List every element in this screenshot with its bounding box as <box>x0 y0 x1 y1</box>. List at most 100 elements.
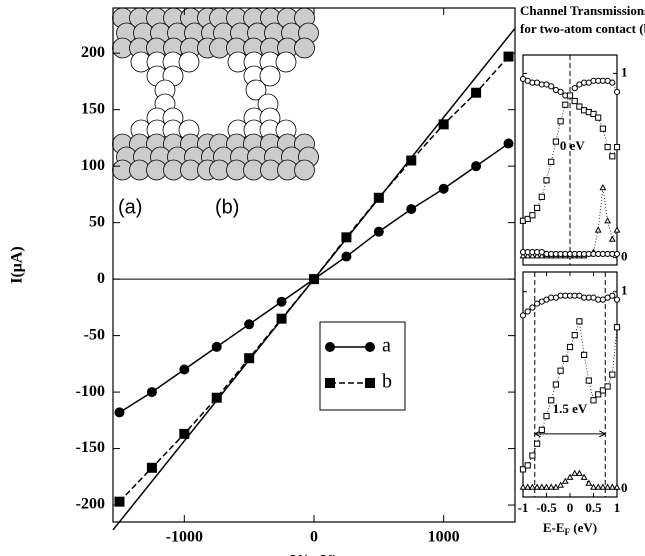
marker-square <box>543 412 550 420</box>
marker-square <box>438 119 449 130</box>
y-tick-label: 150 <box>81 100 105 117</box>
marker-triangle <box>594 226 602 233</box>
atom <box>259 65 281 87</box>
marker-triangle <box>575 469 583 476</box>
arrow-head <box>599 430 607 438</box>
x-label-sub: F <box>565 527 571 537</box>
marker-triangle <box>519 252 527 259</box>
marker-triangle <box>613 226 621 233</box>
marker-square <box>548 397 555 404</box>
y-tick-label: -150 <box>76 439 105 456</box>
marker-square <box>590 110 597 118</box>
atom <box>178 51 200 73</box>
marker-square <box>595 391 602 398</box>
marker-square <box>590 397 597 404</box>
marker-square <box>365 378 375 388</box>
marker-circle <box>548 83 555 90</box>
marker-square <box>599 387 606 394</box>
marker-circle <box>438 183 449 194</box>
marker-square <box>543 177 550 184</box>
marker-triangle <box>566 473 574 480</box>
marker-square <box>609 153 616 160</box>
y-tick-label: -200 <box>76 496 105 513</box>
x-tick-label: 0 <box>567 500 574 515</box>
y-tick-label: 0 <box>621 249 628 264</box>
x-label-main: E-E <box>543 520 565 535</box>
annotation: 0 eV <box>560 138 586 153</box>
marker-square <box>557 367 564 374</box>
x-tick-label: 1 <box>614 500 621 515</box>
marker-triangle <box>580 473 588 480</box>
y-tick-label: -50 <box>84 326 105 343</box>
marker-circle <box>613 250 621 258</box>
legend-box <box>319 321 406 411</box>
marker-square <box>562 355 569 362</box>
chart-subtitle: for two-atom contact (b) <box>520 21 645 36</box>
marker-circle <box>529 304 536 311</box>
marker-square <box>179 428 190 439</box>
marker-triangle <box>528 252 536 259</box>
marker-triangle <box>547 483 555 490</box>
marker-square <box>571 97 578 105</box>
y-tick-label: -100 <box>76 383 105 400</box>
x-axis-label: V(mV) <box>290 553 337 556</box>
legend-label: b <box>382 371 392 393</box>
marker-circle <box>613 296 621 303</box>
marker-square <box>244 353 255 364</box>
marker-triangle <box>533 252 541 259</box>
marker-triangle <box>552 483 560 490</box>
marker-triangle <box>608 235 616 242</box>
marker-circle <box>146 387 157 398</box>
marker-square <box>325 378 335 388</box>
marker-square <box>581 351 588 358</box>
marker-square <box>552 138 559 145</box>
atom <box>275 51 297 73</box>
marker-circle <box>211 341 222 352</box>
marker-circle <box>609 292 616 299</box>
marker-triangle <box>590 483 597 490</box>
y-tick-label: 1 <box>621 283 628 298</box>
x-tick-label: 0.5 <box>585 500 602 515</box>
marker-triangle <box>599 483 607 490</box>
atom <box>294 37 315 59</box>
marker-circle <box>557 88 564 95</box>
y-axis-label: I(μA) <box>9 246 26 284</box>
marker-square <box>557 118 564 125</box>
atom-cluster <box>209 7 319 181</box>
annotation: (b) <box>215 196 239 218</box>
annotation: 1.5 eV <box>553 401 588 416</box>
marker-square <box>604 383 611 390</box>
marker-square <box>211 392 222 403</box>
y-tick-label: 200 <box>81 44 105 61</box>
marker-circle <box>373 226 384 237</box>
x-tick-label: -1 <box>518 500 529 515</box>
marker-square <box>538 193 545 200</box>
marker-square <box>524 215 531 223</box>
marker-triangle <box>608 483 616 490</box>
marker-square <box>534 204 541 211</box>
chart-title: Channel Transmissions <box>520 3 645 18</box>
x-tick-label: -1000 <box>166 529 203 546</box>
marker-square <box>529 452 536 459</box>
annotation: (a) <box>118 196 142 218</box>
series-line <box>523 187 618 257</box>
marker-square <box>534 440 541 447</box>
x-axis-label: E-EF (eV) <box>543 520 597 537</box>
marker-square <box>613 144 621 151</box>
marker-square <box>604 144 611 151</box>
marker-triangle <box>538 252 546 259</box>
marker-square <box>566 343 574 351</box>
y-tick-label: 1 <box>621 64 628 79</box>
marker-circle <box>244 319 255 330</box>
marker-triangle <box>543 483 550 490</box>
marker-triangle <box>533 483 541 490</box>
x-tick-label: 1000 <box>428 529 460 546</box>
marker-square <box>524 462 531 469</box>
series-line <box>522 321 618 470</box>
marker-circle <box>114 407 125 418</box>
atom <box>294 159 315 181</box>
marker-triangle <box>594 483 602 490</box>
marker-square <box>599 125 606 132</box>
marker-triangle <box>524 483 532 490</box>
